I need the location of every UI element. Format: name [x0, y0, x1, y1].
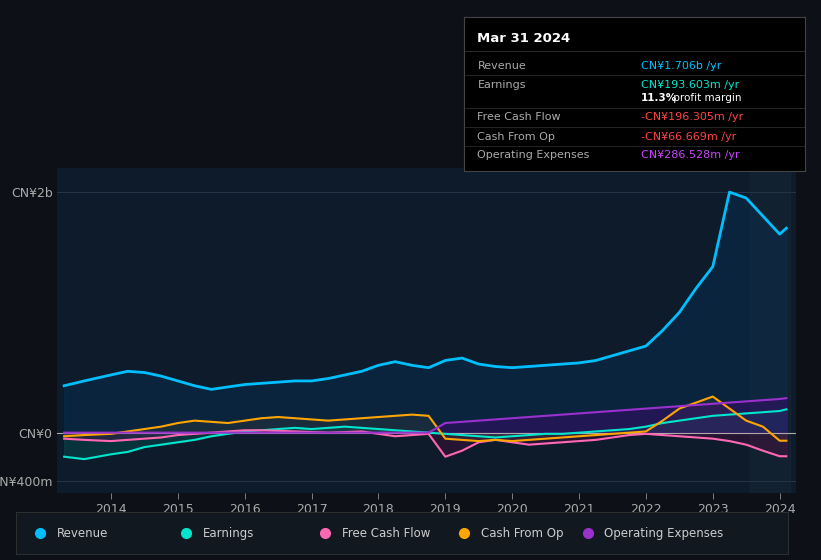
Text: Cash From Op: Cash From Op: [478, 132, 555, 142]
Text: Operating Expenses: Operating Expenses: [478, 151, 589, 160]
Text: -CN¥66.669m /yr: -CN¥66.669m /yr: [641, 132, 736, 142]
Text: -CN¥196.305m /yr: -CN¥196.305m /yr: [641, 112, 743, 122]
Text: profit margin: profit margin: [670, 94, 741, 104]
Text: Free Cash Flow: Free Cash Flow: [342, 527, 430, 540]
Text: CN¥1.706b /yr: CN¥1.706b /yr: [641, 61, 722, 71]
Text: Earnings: Earnings: [478, 80, 526, 90]
Text: Mar 31 2024: Mar 31 2024: [478, 32, 571, 45]
Text: Revenue: Revenue: [478, 61, 526, 71]
Text: Revenue: Revenue: [57, 527, 108, 540]
Text: Cash From Op: Cash From Op: [481, 527, 563, 540]
Text: Operating Expenses: Operating Expenses: [604, 527, 724, 540]
Text: CN¥286.528m /yr: CN¥286.528m /yr: [641, 151, 740, 160]
Text: CN¥193.603m /yr: CN¥193.603m /yr: [641, 80, 739, 90]
Text: Earnings: Earnings: [203, 527, 255, 540]
Text: Free Cash Flow: Free Cash Flow: [478, 112, 561, 122]
Text: 11.3%: 11.3%: [641, 94, 677, 104]
Bar: [750, 168, 790, 493]
